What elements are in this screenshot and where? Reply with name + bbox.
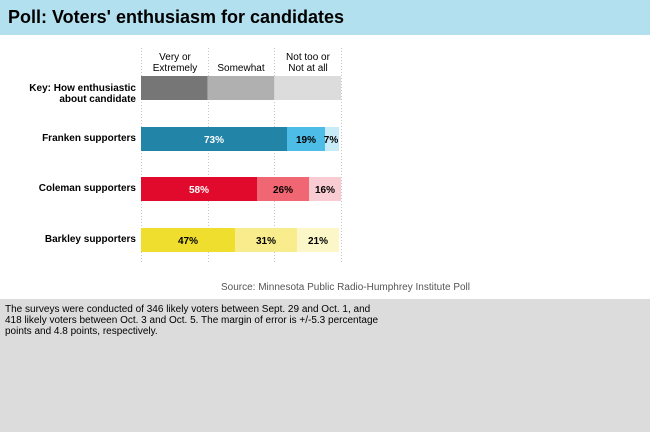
data-label-coleman-supporters-somewhat: 26% [273, 185, 293, 196]
data-label-barkley-supporters-not-too-or-not-at-all: 21% [308, 236, 328, 247]
source-note: Source: Minnesota Public Radio-Humphrey … [220, 282, 470, 293]
stacked-bar-chart: 73% 19% 7% 58% 26% 16% 47% 31% 21% [141, 48, 342, 262]
bar-coleman-supporters-very-or-extremely [141, 177, 257, 201]
header-bar: Poll: Voters' enthusiasm for candidates [0, 0, 650, 35]
key-header-not-too: Not too or Not at all [286, 52, 330, 74]
bar-franken-supporters-not-too-or-not-at-all [325, 127, 339, 151]
key-segment-very-or-extremely [141, 76, 208, 100]
row-label-barkley: Barkley supporters [44, 234, 136, 245]
data-label-franken-supporters-not-too-or-not-at-all: 7% [324, 135, 339, 146]
key-segment-somewhat [207, 76, 275, 100]
key-label: Key: How enthusiastic about candidate [29, 83, 136, 105]
data-label-barkley-supporters-somewhat: 31% [256, 236, 276, 247]
data-label-coleman-supporters-very-or-extremely: 58% [189, 185, 209, 196]
row-label-coleman: Coleman supporters [38, 183, 136, 194]
methodology-note: The surveys were conducted of 346 likely… [5, 304, 379, 337]
bar-barkley-supporters-very-or-extremely [141, 228, 235, 252]
bar-franken-supporters-somewhat [287, 127, 325, 151]
key-header-somewhat: Somewhat [217, 63, 265, 74]
key-header-very: Very or Extremely [152, 52, 198, 74]
methodology-panel: The surveys were conducted of 346 likely… [0, 299, 650, 432]
row-label-franken: Franken supporters [42, 133, 136, 144]
bar-franken-supporters-very-or-extremely [141, 127, 287, 151]
data-label-franken-supporters-somewhat: 19% [296, 135, 316, 146]
data-label-barkley-supporters-very-or-extremely: 47% [178, 236, 198, 247]
bar-barkley-supporters-somewhat [235, 228, 297, 252]
data-label-coleman-supporters-not-too-or-not-at-all: 16% [315, 185, 335, 196]
key-segment-not-too-or-not-at-all [274, 76, 341, 100]
bar-coleman-supporters-not-too-or-not-at-all [309, 177, 341, 201]
bar-barkley-supporters-not-too-or-not-at-all [297, 228, 339, 252]
bar-coleman-supporters-somewhat [257, 177, 309, 201]
page-title: Poll: Voters' enthusiasm for candidates [8, 7, 345, 27]
data-label-franken-supporters-very-or-extremely: 73% [204, 135, 224, 146]
